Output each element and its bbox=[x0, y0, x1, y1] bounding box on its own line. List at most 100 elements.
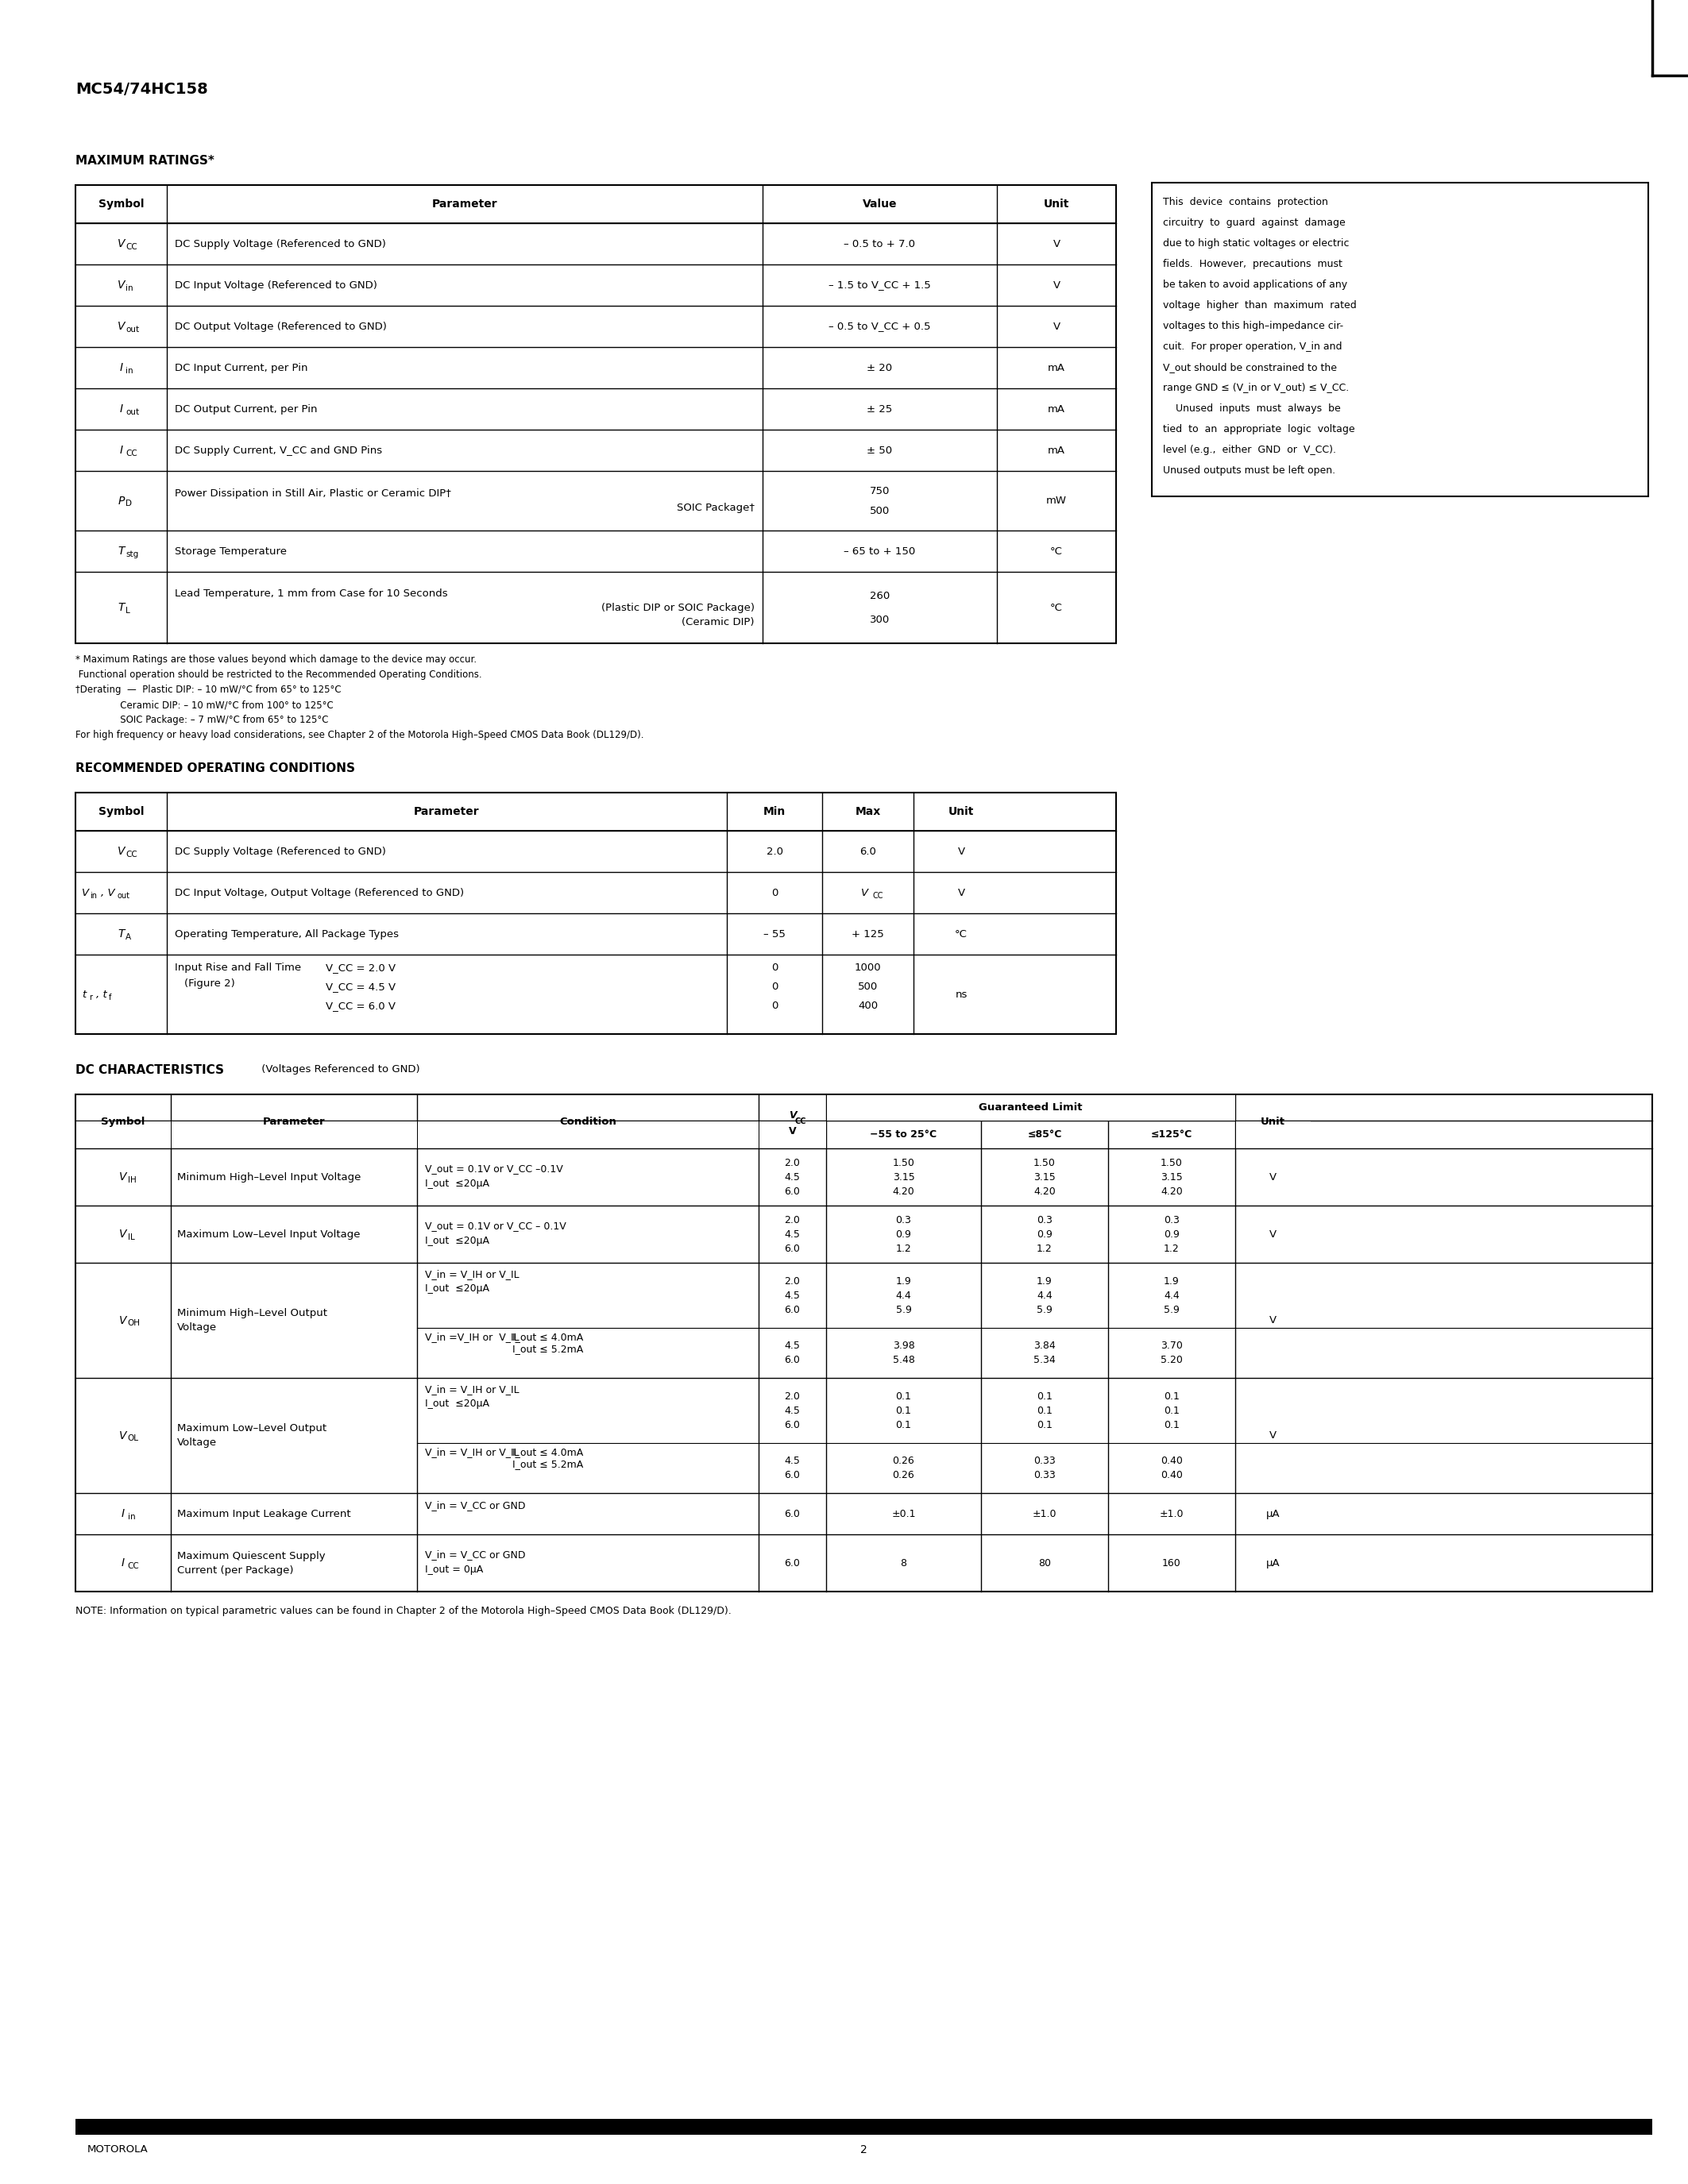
Bar bbox=[170, 1120, 417, 1149]
Text: 3.84: 3.84 bbox=[1033, 1341, 1055, 1352]
Text: DC CHARACTERISTICS: DC CHARACTERISTICS bbox=[76, 1064, 225, 1077]
Text: −55 to 25°C: −55 to 25°C bbox=[871, 1129, 937, 1140]
Text: 0.33: 0.33 bbox=[1033, 1457, 1055, 1465]
Text: 300: 300 bbox=[869, 614, 890, 625]
Text: 6.0: 6.0 bbox=[785, 1557, 800, 1568]
Text: (Plastic DIP or SOIC Package): (Plastic DIP or SOIC Package) bbox=[601, 603, 755, 614]
Text: 0.40: 0.40 bbox=[1161, 1470, 1183, 1481]
Text: out: out bbox=[116, 891, 130, 900]
Text: 4.5: 4.5 bbox=[785, 1341, 800, 1352]
Bar bbox=[1236, 1120, 1310, 1149]
Text: T: T bbox=[118, 546, 125, 557]
Text: MC54/74HC158: MC54/74HC158 bbox=[76, 81, 208, 96]
Text: SOIC Package: – 7 mW/°C from 65° to 125°C: SOIC Package: – 7 mW/°C from 65° to 125°… bbox=[76, 714, 329, 725]
Text: 0.1: 0.1 bbox=[1036, 1420, 1053, 1431]
Text: 0: 0 bbox=[771, 981, 778, 992]
Text: 5.9: 5.9 bbox=[1163, 1304, 1180, 1315]
Text: †Derating  —  Plastic DIP: – 10 mW/°C from 65° to 125°C: †Derating — Plastic DIP: – 10 mW/°C from… bbox=[76, 684, 341, 695]
Text: RECOMMENDED OPERATING CONDITIONS: RECOMMENDED OPERATING CONDITIONS bbox=[76, 762, 354, 775]
Text: – 1.5 to V_CC + 1.5: – 1.5 to V_CC + 1.5 bbox=[829, 280, 930, 290]
Text: in: in bbox=[89, 891, 96, 900]
Text: NOTE: Information on typical parametric values can be found in Chapter 2 of the : NOTE: Information on typical parametric … bbox=[76, 1605, 731, 1616]
Text: (Voltages Referenced to GND): (Voltages Referenced to GND) bbox=[258, 1064, 420, 1075]
Text: 1.2: 1.2 bbox=[896, 1243, 912, 1254]
Text: Storage Temperature: Storage Temperature bbox=[176, 546, 287, 557]
Text: t: t bbox=[81, 989, 86, 1000]
Text: V: V bbox=[1269, 1431, 1276, 1441]
Text: 2.0: 2.0 bbox=[785, 1214, 800, 1225]
Text: 4.4: 4.4 bbox=[1163, 1291, 1180, 1299]
Bar bbox=[827, 1094, 1236, 1120]
Text: OH: OH bbox=[128, 1319, 140, 1328]
Text: Input Rise and Fall Time: Input Rise and Fall Time bbox=[176, 963, 300, 972]
Text: V: V bbox=[957, 887, 966, 898]
Text: Maximum Quiescent Supply: Maximum Quiescent Supply bbox=[177, 1551, 326, 1562]
Text: I_out ≤ 4.0mA: I_out ≤ 4.0mA bbox=[513, 1448, 584, 1457]
Text: V: V bbox=[120, 1171, 127, 1182]
Text: V: V bbox=[118, 238, 125, 249]
Text: 160: 160 bbox=[1163, 1557, 1182, 1568]
Text: Current (per Package): Current (per Package) bbox=[177, 1566, 294, 1575]
Text: 0.1: 0.1 bbox=[1036, 1391, 1053, 1402]
Text: 5.9: 5.9 bbox=[1036, 1304, 1053, 1315]
Text: V: V bbox=[118, 321, 125, 332]
Text: stg: stg bbox=[125, 550, 138, 557]
Text: I: I bbox=[120, 446, 123, 456]
Text: Ceramic DIP: – 10 mW/°C from 100° to 125°C: Ceramic DIP: – 10 mW/°C from 100° to 125… bbox=[76, 699, 334, 710]
Text: range GND ≤ (V_in or V_out) ≤ V_CC.: range GND ≤ (V_in or V_out) ≤ V_CC. bbox=[1163, 382, 1349, 393]
Text: CC: CC bbox=[125, 242, 137, 251]
Text: 0: 0 bbox=[771, 1000, 778, 1011]
Text: ± 20: ± 20 bbox=[868, 363, 893, 373]
Text: V: V bbox=[118, 280, 125, 290]
Text: Minimum High–Level Output: Minimum High–Level Output bbox=[177, 1308, 327, 1319]
Text: V: V bbox=[1053, 238, 1060, 249]
Text: 6.0: 6.0 bbox=[785, 1509, 800, 1518]
Text: V_out = 0.1V or V_CC –0.1V: V_out = 0.1V or V_CC –0.1V bbox=[425, 1164, 564, 1175]
Text: 4.4: 4.4 bbox=[1036, 1291, 1052, 1299]
Text: I: I bbox=[122, 1509, 125, 1520]
Bar bbox=[76, 186, 1116, 644]
Text: 2.0: 2.0 bbox=[785, 1391, 800, 1402]
Text: 0.1: 0.1 bbox=[1163, 1420, 1180, 1431]
Text: I_out  ≤20μA: I_out ≤20μA bbox=[425, 1236, 490, 1245]
Text: V_in = V_CC or GND: V_in = V_CC or GND bbox=[425, 1500, 525, 1511]
Text: Voltage: Voltage bbox=[177, 1321, 218, 1332]
Text: mA: mA bbox=[1048, 363, 1065, 373]
Text: V: V bbox=[957, 845, 966, 856]
Text: 0.40: 0.40 bbox=[1161, 1457, 1183, 1465]
Text: 0: 0 bbox=[771, 887, 778, 898]
Text: due to high static voltages or electric: due to high static voltages or electric bbox=[1163, 238, 1349, 249]
Text: 6.0: 6.0 bbox=[785, 1470, 800, 1481]
Text: 2.0: 2.0 bbox=[766, 845, 783, 856]
Text: 6.0: 6.0 bbox=[859, 845, 876, 856]
Text: 1.9: 1.9 bbox=[896, 1275, 912, 1286]
Text: – 55: – 55 bbox=[763, 928, 785, 939]
Text: 2.0: 2.0 bbox=[785, 1275, 800, 1286]
Text: , V: , V bbox=[101, 887, 115, 898]
Text: 0.1: 0.1 bbox=[896, 1391, 912, 1402]
Text: V: V bbox=[1269, 1173, 1276, 1182]
Text: V_out should be constrained to the: V_out should be constrained to the bbox=[1163, 363, 1337, 373]
Text: Parameter: Parameter bbox=[432, 199, 498, 210]
Text: 3.98: 3.98 bbox=[893, 1341, 915, 1352]
Text: 1000: 1000 bbox=[854, 963, 881, 972]
Text: 5.9: 5.9 bbox=[896, 1304, 912, 1315]
Text: T: T bbox=[118, 603, 125, 614]
Text: DC Input Current, per Pin: DC Input Current, per Pin bbox=[176, 363, 307, 373]
Text: , t: , t bbox=[96, 989, 106, 1000]
Text: 4.20: 4.20 bbox=[893, 1186, 915, 1197]
Text: fields.  However,  precautions  must: fields. However, precautions must bbox=[1163, 260, 1342, 269]
Text: cuit.  For proper operation, V_in and: cuit. For proper operation, V_in and bbox=[1163, 341, 1342, 352]
Text: 1.50: 1.50 bbox=[1033, 1158, 1055, 1168]
Text: 6.0: 6.0 bbox=[785, 1420, 800, 1431]
Text: 4.5: 4.5 bbox=[785, 1291, 800, 1299]
Text: I_out  ≤20μA: I_out ≤20μA bbox=[425, 1284, 490, 1293]
Text: L: L bbox=[125, 607, 130, 614]
Text: 750: 750 bbox=[869, 485, 890, 496]
Text: ±1.0: ±1.0 bbox=[1160, 1509, 1183, 1518]
Text: 500: 500 bbox=[869, 505, 890, 515]
Text: 1.9: 1.9 bbox=[1163, 1275, 1180, 1286]
Text: DC Input Voltage (Referenced to GND): DC Input Voltage (Referenced to GND) bbox=[176, 280, 376, 290]
Text: Lead Temperature, 1 mm from Case for 10 Seconds: Lead Temperature, 1 mm from Case for 10 … bbox=[176, 587, 447, 598]
Text: 5.34: 5.34 bbox=[1033, 1354, 1055, 1365]
